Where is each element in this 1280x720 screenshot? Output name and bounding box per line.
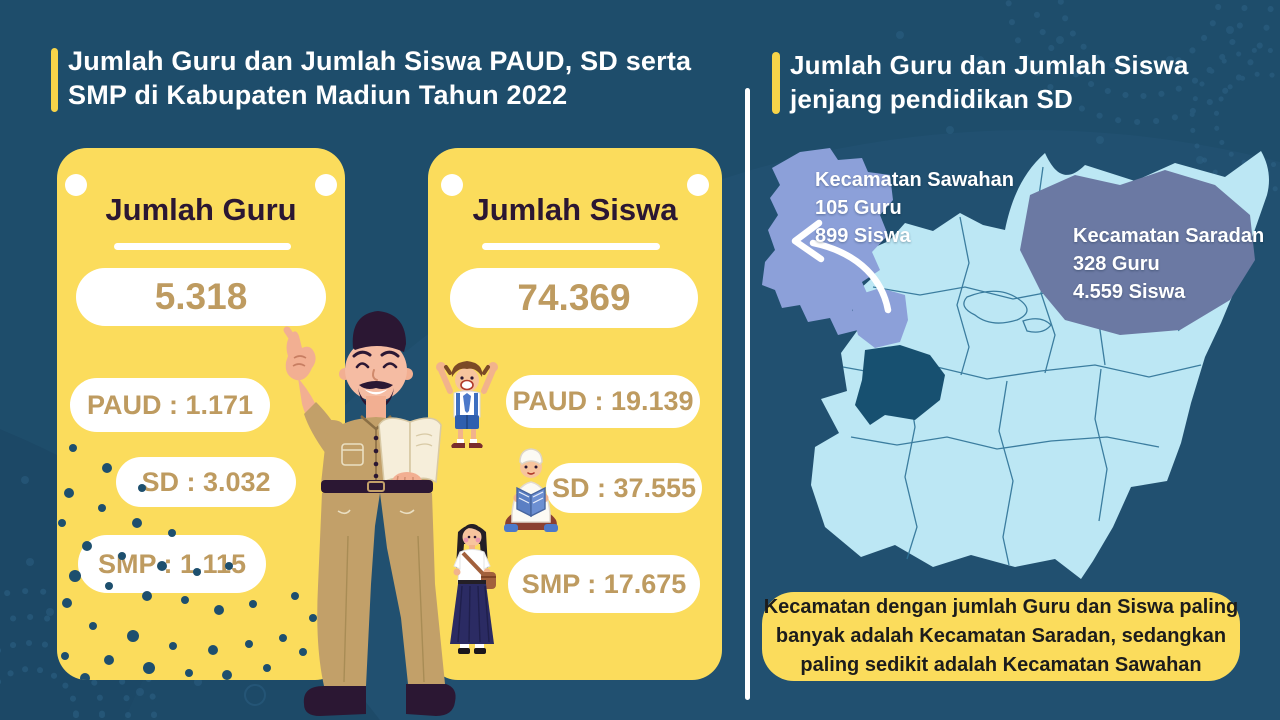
right-title-line1: Jumlah Guru dan Jumlah Siswa — [790, 50, 1189, 80]
title-underline — [114, 243, 291, 250]
madiun-map — [762, 148, 1269, 579]
sawahan-siswa: 899 Siswa — [815, 225, 911, 247]
teacher-illustration — [283, 311, 456, 716]
guru-total-pill: 5.318 — [76, 268, 326, 326]
siswa-total-pill: 74.369 — [450, 268, 698, 328]
schoolgirl-illustration — [450, 524, 496, 654]
reading-boy-illustration — [504, 448, 558, 532]
cheering-boy-illustration — [436, 361, 498, 448]
saradan-guru: 328 Guru — [1073, 253, 1160, 275]
saradan-name: Kecamatan Saradan — [1073, 225, 1265, 247]
note-line2: banyak adalah Kecamatan Saradan, sedangk… — [775, 625, 1227, 647]
card-hole-icon — [687, 174, 709, 196]
left-title-line1: Jumlah Guru dan Jumlah Siswa PAUD, SD se… — [68, 46, 692, 76]
right-title: Jumlah Guru dan Jumlah Siswa jenjang pen… — [790, 48, 1260, 116]
guru-sd-pill: SD : 3.032 — [116, 457, 296, 507]
sawahan-name: Kecamatan Sawahan — [815, 169, 1014, 191]
note-line3: paling sedikit adalah Kecamatan Sawahan — [800, 654, 1202, 676]
sawahan-label: Kecamatan Sawahan 105 Guru 899 Siswa — [815, 166, 1014, 250]
siswa-card-title: Jumlah Siswa — [472, 192, 678, 227]
map-saradan-region — [1020, 170, 1255, 335]
right-title-accent-bar — [772, 52, 780, 114]
conclusion-note: Kecamatan dengan jumlah Guru dan Siswa p… — [762, 592, 1240, 681]
section-divider — [745, 88, 750, 700]
saradan-label: Kecamatan Saradan 328 Guru 4.559 Siswa — [1073, 222, 1264, 306]
siswa-sd-pill: SD : 37.555 — [546, 463, 702, 513]
saradan-siswa: 4.559 Siswa — [1073, 281, 1186, 303]
note-line1: Kecamatan dengan jumlah Guru dan Siswa p… — [763, 596, 1239, 618]
left-title-accent-bar — [51, 48, 58, 112]
arrow-icon — [791, 219, 892, 314]
guru-paud-pill: PAUD : 1.171 — [70, 378, 270, 432]
map-dark-region — [855, 345, 945, 425]
sawahan-zoom-shape — [762, 148, 893, 335]
guru-card: Jumlah Guru 5.318 PAUD : 1.171 SD : 3.03… — [57, 148, 345, 680]
card-hole-icon — [65, 174, 87, 196]
siswa-smp-pill: SMP : 17.675 — [508, 555, 700, 613]
left-title-line2: SMP di Kabupaten Madiun Tahun 2022 — [68, 80, 568, 110]
card-hole-icon — [441, 174, 463, 196]
card-hole-icon — [315, 174, 337, 196]
dots-pattern — [58, 444, 317, 680]
sawahan-guru: 105 Guru — [815, 197, 902, 219]
guru-card-title: Jumlah Guru — [105, 192, 297, 227]
map-sawahan-region — [852, 288, 908, 348]
siswa-paud-pill: PAUD : 19.139 — [506, 375, 700, 428]
title-underline — [482, 243, 660, 250]
guru-smp-pill: SMP : 1.115 — [78, 535, 266, 593]
left-title: Jumlah Guru dan Jumlah Siswa PAUD, SD se… — [68, 44, 718, 112]
right-title-line2: jenjang pendidikan SD — [790, 84, 1074, 114]
